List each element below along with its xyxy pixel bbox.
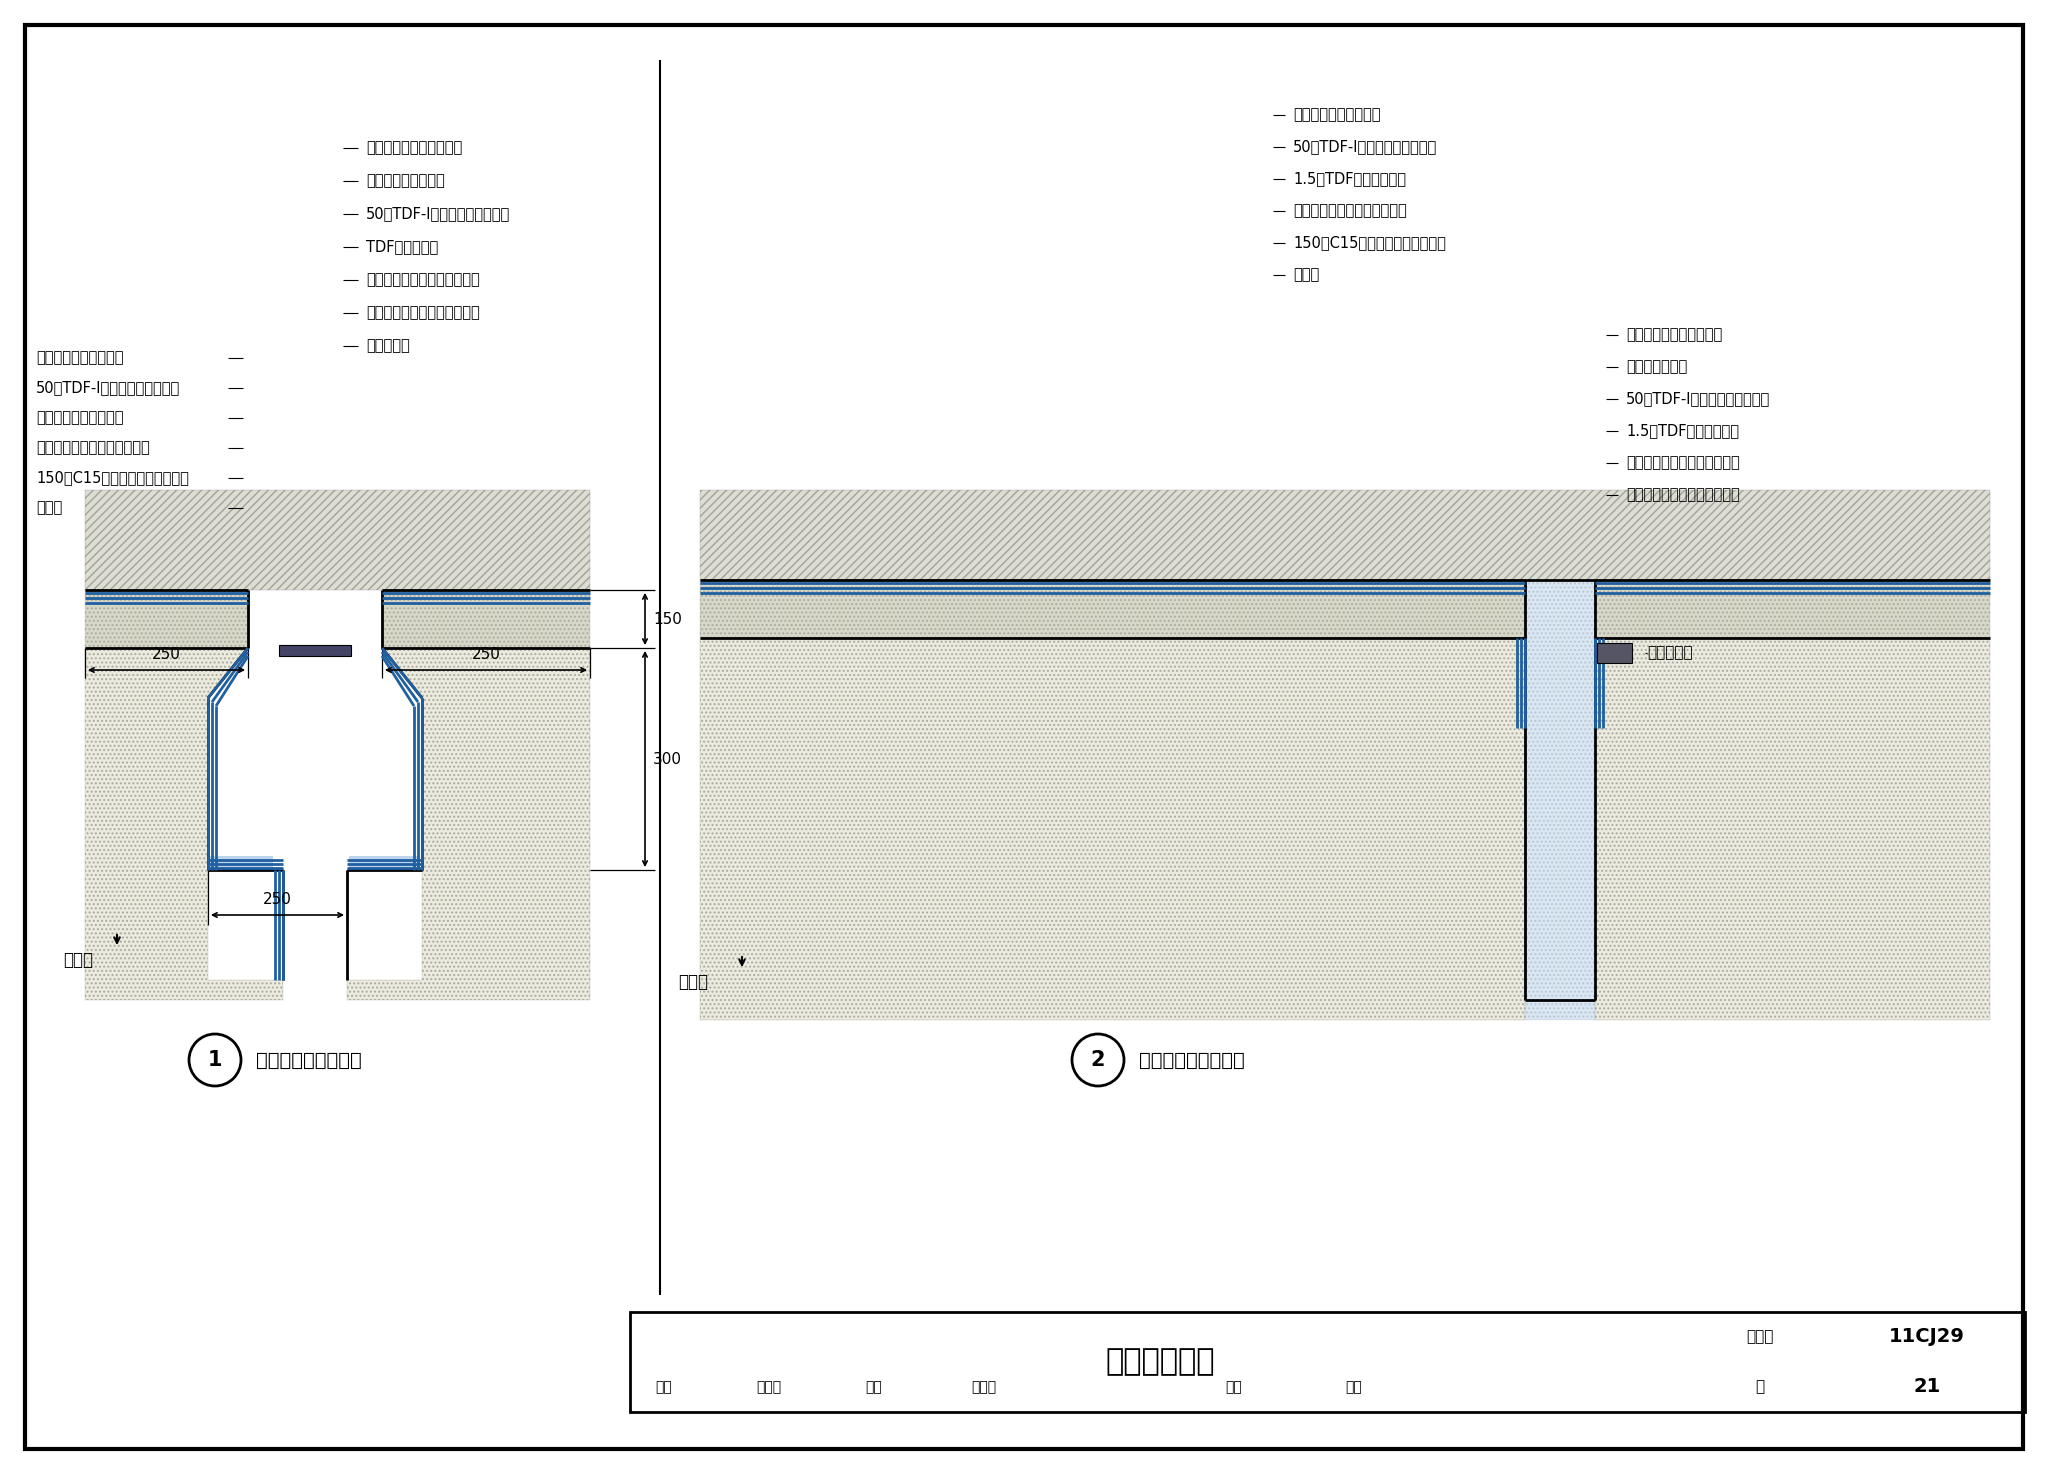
- Text: 迎水面: 迎水面: [63, 951, 92, 968]
- Polygon shape: [700, 489, 1991, 579]
- Text: 叶林标: 叶林标: [756, 1380, 782, 1394]
- Text: 水泥基渗透结晶型涂料防水层: 水泥基渗透结晶型涂料防水层: [1626, 455, 1739, 470]
- Polygon shape: [700, 579, 1526, 638]
- Text: 刘学厚: 刘学厚: [971, 1380, 997, 1394]
- Polygon shape: [383, 590, 590, 649]
- Text: 250: 250: [262, 892, 291, 907]
- Text: 1: 1: [207, 1049, 223, 1070]
- Polygon shape: [1597, 643, 1632, 663]
- Text: 水泥基渗透结晶型涂料防水层: 水泥基渗透结晶型涂料防水层: [37, 441, 150, 455]
- Text: 地基土: 地基土: [37, 501, 61, 516]
- Text: 密封胶密封: 密封胶密封: [1647, 646, 1692, 660]
- Text: 防水混凝土底板及承台: 防水混凝土底板及承台: [37, 351, 123, 366]
- Text: 1.5厚TDF柔性防水涂膜: 1.5厚TDF柔性防水涂膜: [1292, 171, 1407, 187]
- Text: 校对: 校对: [866, 1380, 883, 1394]
- Polygon shape: [631, 1312, 2025, 1412]
- Text: 1.5厚TDF柔性防水涂膜: 1.5厚TDF柔性防水涂膜: [1626, 423, 1739, 438]
- Text: TDF基层处理剂: TDF基层处理剂: [367, 239, 438, 255]
- Polygon shape: [86, 649, 283, 999]
- Polygon shape: [346, 649, 590, 999]
- Text: 页: 页: [1755, 1380, 1765, 1394]
- Text: 150: 150: [653, 612, 682, 626]
- Polygon shape: [1595, 638, 1991, 1020]
- Text: 300: 300: [653, 752, 682, 766]
- Text: 50厚TDF-Ⅰ型细石混凝土防水层: 50厚TDF-Ⅰ型细石混凝土防水层: [1626, 392, 1769, 407]
- Text: 桩头防水构造（二）: 桩头防水构造（二）: [1139, 1051, 1245, 1070]
- Text: 防水钢筋混凝土底板: 防水钢筋混凝土底板: [367, 174, 444, 189]
- Text: 地基土: 地基土: [1292, 267, 1319, 283]
- Text: 21: 21: [1913, 1378, 1942, 1396]
- Text: 密封膏密封: 密封膏密封: [367, 339, 410, 354]
- Text: 设计: 设计: [1225, 1380, 1243, 1394]
- Text: 莫野: 莫野: [1346, 1380, 1362, 1394]
- Text: 50厚TDF-Ⅰ型细石混凝土防水层: 50厚TDF-Ⅰ型细石混凝土防水层: [37, 380, 180, 395]
- Text: 桩头防水构造（一）: 桩头防水构造（一）: [256, 1051, 362, 1070]
- Polygon shape: [86, 590, 248, 649]
- Text: 桩头防水构造: 桩头防水构造: [1106, 1347, 1214, 1377]
- Polygon shape: [1595, 579, 1991, 638]
- Text: 11CJ29: 11CJ29: [1888, 1328, 1964, 1347]
- Text: 钢筋混凝土桩头（清理干净）: 钢筋混凝土桩头（清理干净）: [367, 305, 479, 320]
- Polygon shape: [211, 856, 272, 868]
- Circle shape: [188, 1033, 242, 1086]
- Text: 150厚C15混凝土垫层，随搅随抹: 150厚C15混凝土垫层，随搅随抹: [1292, 236, 1446, 251]
- Circle shape: [1071, 1033, 1124, 1086]
- Polygon shape: [1526, 579, 1595, 1020]
- Text: 防水混凝土底板: 防水混凝土底板: [1626, 360, 1688, 374]
- Polygon shape: [348, 856, 420, 868]
- Text: 高分子卷材附加防水层: 高分子卷材附加防水层: [37, 410, 123, 426]
- Polygon shape: [279, 646, 350, 656]
- Text: 审核: 审核: [655, 1380, 672, 1394]
- Polygon shape: [700, 638, 1526, 1020]
- Polygon shape: [86, 489, 590, 590]
- Text: 面层（见具体工程设计）: 面层（见具体工程设计）: [1626, 327, 1722, 342]
- Text: 图集号: 图集号: [1747, 1330, 1774, 1344]
- Text: 钢筋混凝土桩头（清理干净）: 钢筋混凝土桩头（清理干净）: [1626, 488, 1739, 503]
- Text: 250: 250: [471, 647, 500, 662]
- Text: 迎水面: 迎水面: [678, 973, 709, 991]
- Text: 水泥基渗透结晶型涂料防水层: 水泥基渗透结晶型涂料防水层: [1292, 203, 1407, 218]
- Text: 面层（见具体工程设计）: 面层（见具体工程设计）: [367, 140, 463, 155]
- Text: 2: 2: [1092, 1049, 1106, 1070]
- Text: 50厚TDF-Ⅰ型细石混凝土防水层: 50厚TDF-Ⅰ型细石混凝土防水层: [1292, 140, 1438, 155]
- Text: 150厚C15混凝土垫层，随搅随抹: 150厚C15混凝土垫层，随搅随抹: [37, 470, 188, 485]
- Text: 水泥基渗透结晶型涂料防水层: 水泥基渗透结晶型涂料防水层: [367, 273, 479, 287]
- Text: 50厚TDF-Ⅰ型细石混凝土防水层: 50厚TDF-Ⅰ型细石混凝土防水层: [367, 206, 510, 221]
- Text: 250: 250: [152, 647, 180, 662]
- Text: 防水混凝土底板及承台: 防水混凝土底板及承台: [1292, 108, 1380, 122]
